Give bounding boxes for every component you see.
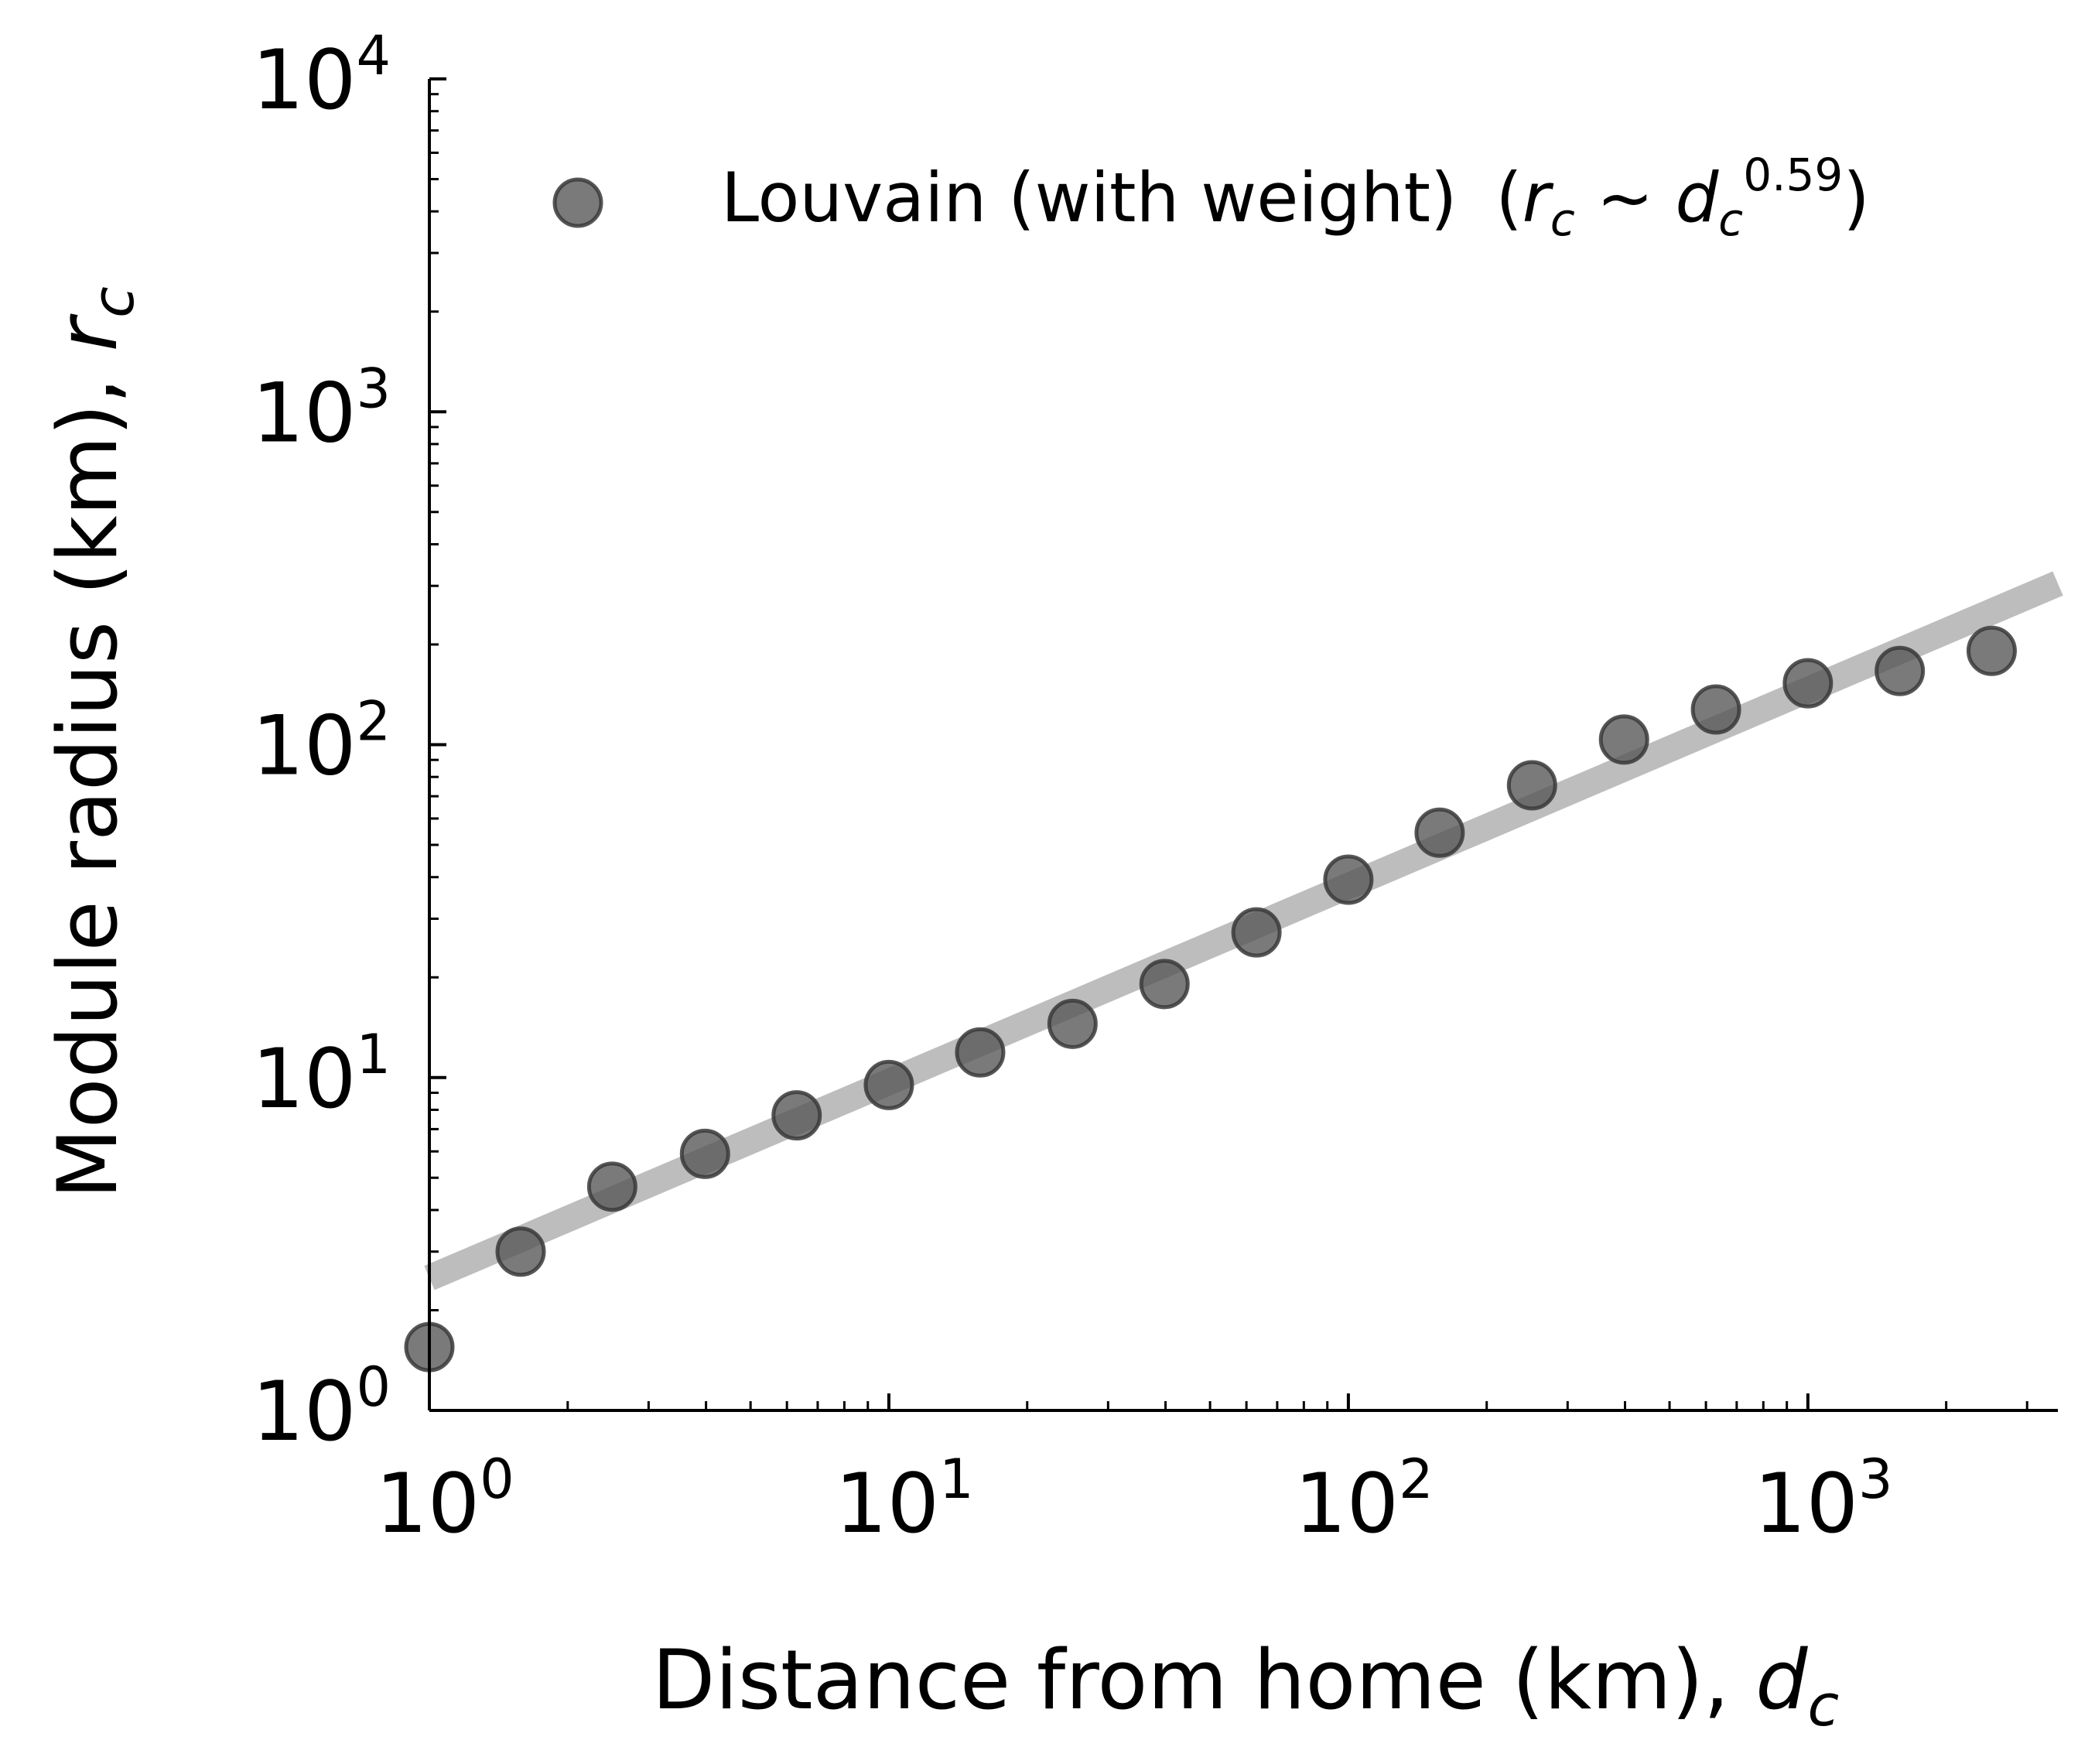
data-point: [1506, 760, 1557, 811]
legend-fit-d-sub: c: [1718, 193, 1743, 246]
y-axis-label-main: Module radius (km),: [40, 352, 135, 1199]
legend-series-label: Louvain (with weight): [721, 158, 1457, 238]
x-tick-label: 101: [835, 1448, 973, 1551]
data-point: [495, 1226, 546, 1277]
data-point: [1690, 684, 1741, 735]
data-point: [863, 1059, 914, 1110]
data-point: [679, 1128, 730, 1179]
y-axis-label-var: r: [40, 313, 135, 352]
data-point: [586, 1161, 637, 1212]
y-axis-label: Module radius (km), rc: [40, 286, 147, 1199]
axis-ticks: [428, 77, 2028, 1412]
legend-label: Louvain (with weight) (rc ~ dc0.59): [721, 149, 1870, 246]
x-axis-label-sub: c: [1808, 1673, 1840, 1739]
data-point: [1875, 645, 1926, 696]
y-tick-label: 104: [252, 24, 391, 128]
legend-fit-exp: 0.59: [1743, 149, 1843, 201]
data-point: [1966, 625, 2017, 676]
legend-fit-r: r: [1523, 158, 1554, 238]
legend-fit-r-sub: c: [1550, 193, 1575, 246]
legend-fit-tilde: ~: [1575, 158, 1676, 238]
data-point: [1598, 714, 1649, 765]
x-tick-label: 102: [1294, 1448, 1433, 1551]
y-axis-label-sub: c: [80, 286, 147, 318]
y-tick-label: 103: [252, 357, 391, 460]
data-point: [1139, 959, 1190, 1010]
legend-fit-d: d: [1675, 158, 1719, 238]
x-tick-label: 103: [1754, 1448, 1892, 1551]
data-point: [955, 1027, 1006, 1078]
data-point: [1414, 807, 1465, 858]
y-tick-label: 100: [252, 1355, 391, 1459]
legend-fit-close: ): [1843, 158, 1869, 238]
legend-fit-open: (: [1495, 158, 1522, 238]
data-point: [1782, 658, 1834, 709]
plot-area: [404, 571, 2063, 1373]
legend: Louvain (with weight) (rc ~ dc0.59): [552, 149, 1870, 246]
y-tick-label: 102: [252, 690, 391, 794]
data-point: [771, 1090, 822, 1141]
legend-marker: [552, 177, 603, 228]
x-tick-label: 100: [375, 1448, 514, 1551]
data-point: [1323, 854, 1374, 905]
y-tick-label: 101: [252, 1023, 391, 1126]
x-axis-label-main: Distance from home (km),: [652, 1632, 1756, 1728]
data-point: [1231, 907, 1282, 958]
tick-labels: 100 101 102 103 104 100 101 102 103: [252, 24, 1893, 1551]
data-point: [1047, 998, 1098, 1049]
x-axis-label: Distance from home (km), dc: [652, 1632, 1839, 1739]
x-axis-label-var: d: [1755, 1632, 1808, 1728]
